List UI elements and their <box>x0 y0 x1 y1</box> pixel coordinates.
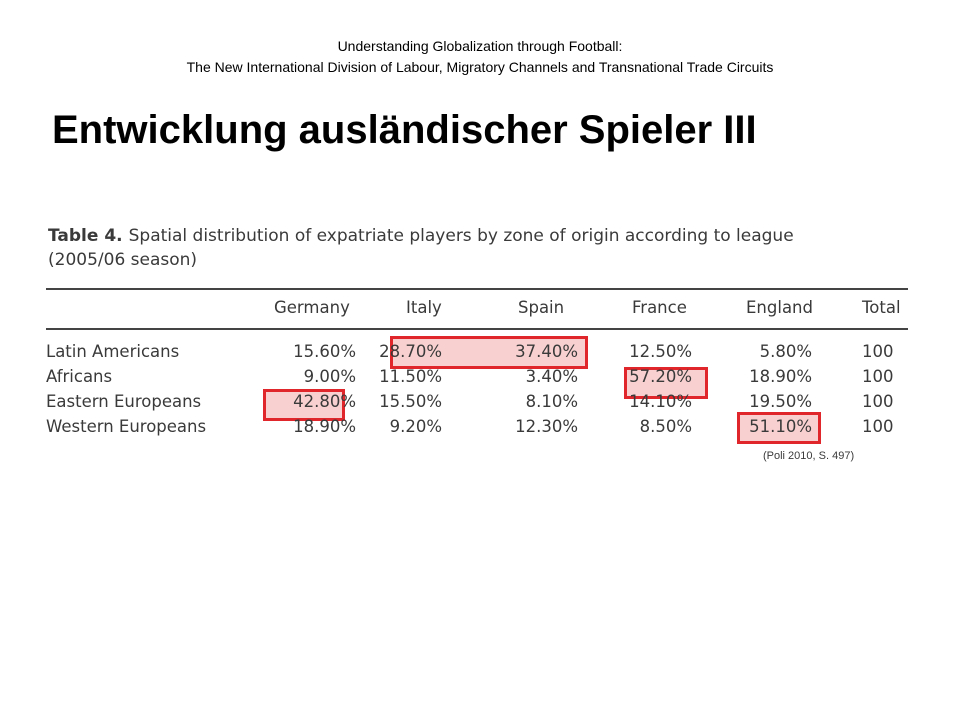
column-header-germany: Germany <box>274 298 350 317</box>
table-cell: 15.50% <box>379 392 442 411</box>
header-line-1: Understanding Globalization through Foot… <box>337 38 623 54</box>
header-line-2: The New International Division of Labour… <box>186 59 774 75</box>
column-header-spain: Spain <box>518 298 565 317</box>
slide-title: Entwicklung ausländischer Spieler III <box>52 108 757 152</box>
highlight-germany-eastern <box>263 389 345 421</box>
table-figure: Table 4. Spatial distribution of expatria… <box>46 224 908 444</box>
table-cell: 100 <box>862 367 894 386</box>
table-header-rule <box>46 328 908 330</box>
table-cell: 9.20% <box>389 417 442 436</box>
table-cell: 12.50% <box>629 342 692 361</box>
table-cell: 100 <box>862 392 894 411</box>
table-cell: 51.10% <box>749 417 812 436</box>
highlight-france-africans <box>624 367 708 399</box>
source-citation: (Poli 2010, S. 497) <box>763 450 855 462</box>
table-cell: 9.00% <box>303 367 356 386</box>
table-cell: 57.20% <box>629 367 692 386</box>
highlight-italy-spain-latin <box>390 336 588 369</box>
table-cell: 100 <box>862 342 894 361</box>
table-cell: 8.10% <box>525 392 578 411</box>
header: Understanding Globalization through Foot… <box>0 36 960 78</box>
caption-line-1: Spatial distribution of expatriate playe… <box>128 226 794 246</box>
row-label: Eastern Europeans <box>46 392 202 411</box>
row-label: Latin Americans <box>46 342 180 361</box>
table-cell: 11.50% <box>379 367 442 386</box>
table-cell: 14.10% <box>629 392 692 411</box>
caption-line-2: (2005/06 season) <box>48 250 198 270</box>
table-cell: 8.50% <box>639 417 692 436</box>
table-caption: Table 4. Spatial distribution of expatria… <box>48 224 908 272</box>
row-label: Western Europeans <box>46 417 207 436</box>
table-top-rule <box>46 288 908 290</box>
table-cell: 12.30% <box>515 417 578 436</box>
row-label: Africans <box>46 367 113 386</box>
column-header-england: England <box>746 298 813 317</box>
highlight-england-western <box>737 412 821 444</box>
table-cell: 3.40% <box>525 367 578 386</box>
table-cell: 42.80% <box>293 392 356 411</box>
table-cell: 37.40% <box>515 342 578 361</box>
table-cell: 15.60% <box>293 342 356 361</box>
table-cell: 18.90% <box>749 367 812 386</box>
column-header-france: France <box>632 298 687 317</box>
table-cell: 100 <box>862 417 894 436</box>
table-cell: 5.80% <box>759 342 812 361</box>
table-cell: 19.50% <box>749 392 812 411</box>
table-cell: 28.70% <box>379 342 442 361</box>
column-header-total: Total <box>862 298 901 317</box>
table-label: Table 4. <box>48 226 123 246</box>
table-cell: 18.90% <box>293 417 356 436</box>
column-header-italy: Italy <box>406 298 442 317</box>
